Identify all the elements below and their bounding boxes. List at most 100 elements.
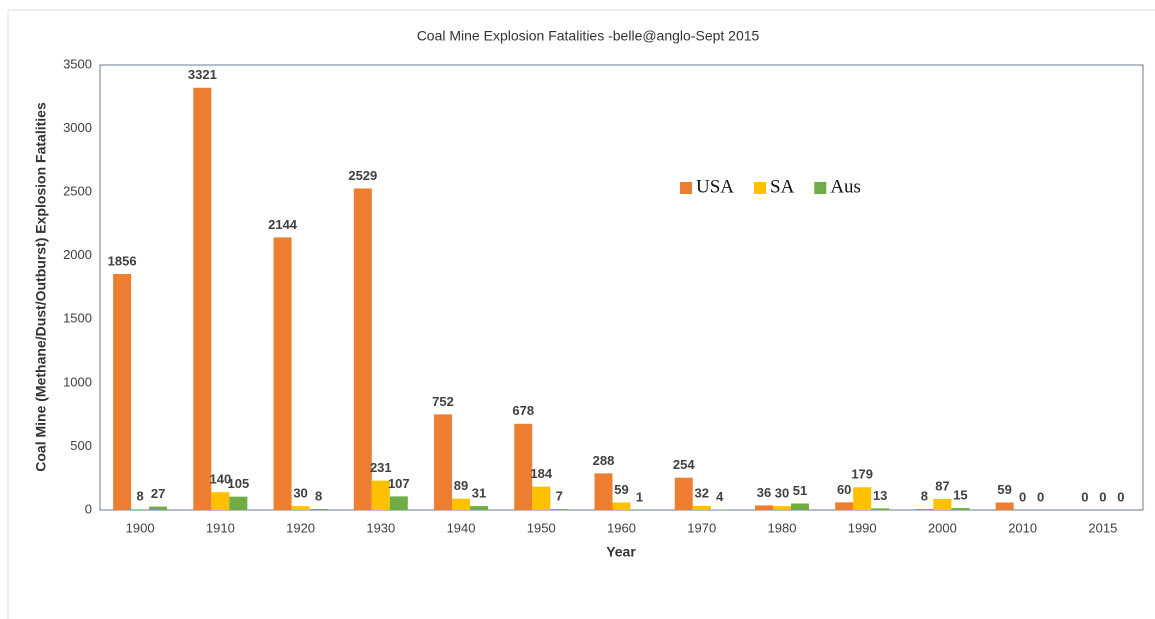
data-label: 254 — [673, 457, 695, 472]
bar — [389, 496, 408, 510]
bar — [933, 498, 952, 510]
legend-swatch — [814, 182, 827, 194]
data-label: 8 — [136, 488, 143, 503]
data-label: 59 — [997, 482, 1011, 497]
data-label: 31 — [472, 485, 486, 500]
data-label: 0 — [1037, 489, 1044, 504]
data-label: 4 — [716, 489, 724, 504]
x-tick-label: 2000 — [928, 520, 957, 535]
x-axis-title: Year — [606, 544, 636, 560]
x-tick-label: 1980 — [768, 520, 797, 535]
x-tick-label: 1900 — [126, 520, 155, 535]
data-label: 0 — [1099, 489, 1106, 504]
data-label: 231 — [370, 460, 392, 475]
y-tick-label: 2000 — [63, 247, 92, 262]
bar — [853, 487, 872, 510]
y-tick-label: 1000 — [63, 374, 92, 389]
y-tick-label: 500 — [70, 438, 92, 453]
y-tick-label: 0 — [85, 501, 92, 516]
x-tick-label: 1970 — [687, 520, 716, 535]
data-label: 140 — [209, 472, 231, 487]
y-tick-label: 3000 — [63, 120, 92, 135]
x-tick-label: 1920 — [286, 520, 315, 535]
x-tick-label: 1990 — [848, 520, 877, 535]
data-label: 8 — [315, 488, 322, 503]
bar — [452, 498, 471, 510]
bar — [211, 492, 230, 510]
data-label: 0 — [1117, 489, 1124, 504]
x-tick-label: 1940 — [447, 520, 476, 535]
data-label: 3321 — [188, 67, 217, 82]
bar — [674, 477, 693, 510]
data-label: 1 — [636, 489, 643, 504]
bar — [550, 509, 569, 510]
x-tick-label: 2015 — [1088, 520, 1117, 535]
bar — [131, 508, 150, 510]
bar — [353, 188, 372, 510]
x-tick-label: 1910 — [206, 520, 235, 535]
bar — [193, 87, 212, 510]
bar — [871, 508, 890, 510]
data-label: 0 — [1081, 489, 1088, 504]
data-label: 36 — [757, 485, 771, 500]
x-tick-label: 1930 — [366, 520, 395, 535]
data-label: 87 — [935, 478, 949, 493]
data-label: 2529 — [348, 168, 377, 183]
bar — [532, 486, 551, 510]
bar — [594, 473, 613, 510]
data-label: 32 — [694, 485, 708, 500]
data-label: 59 — [614, 482, 628, 497]
data-label: 15 — [953, 488, 967, 503]
x-tick-label: 1950 — [527, 520, 556, 535]
bar — [371, 480, 390, 510]
bar — [309, 508, 328, 510]
bar — [273, 237, 292, 511]
y-tick-label: 1500 — [63, 311, 92, 326]
data-label: 752 — [432, 394, 454, 409]
data-label: 51 — [793, 483, 807, 498]
data-label: 8 — [921, 488, 928, 503]
bar — [710, 509, 729, 510]
legend-label: USA — [696, 176, 734, 197]
data-label: 89 — [454, 478, 468, 493]
bar — [229, 496, 248, 510]
legend-label: SA — [770, 176, 795, 197]
bar — [113, 274, 132, 510]
bar — [754, 505, 773, 510]
data-label: 2144 — [268, 217, 298, 232]
bar — [692, 505, 711, 510]
bar — [514, 423, 533, 510]
data-label: 105 — [227, 476, 249, 491]
y-tick-label: 3500 — [63, 56, 92, 71]
data-label: 107 — [388, 476, 410, 491]
bar — [995, 502, 1014, 510]
data-label: 30 — [775, 486, 789, 501]
data-label: 1856 — [108, 253, 137, 268]
data-label: 30 — [293, 486, 307, 501]
plot-area — [99, 64, 1144, 511]
bar — [915, 508, 934, 510]
legend-swatch — [754, 182, 767, 194]
data-label: 288 — [593, 453, 615, 468]
bar — [951, 508, 970, 510]
data-label: 60 — [837, 482, 851, 497]
x-tick-label: 2010 — [1008, 520, 1037, 535]
x-tick-label: 1960 — [607, 520, 636, 535]
legend-label: Aus — [830, 176, 861, 197]
data-label: 7 — [556, 489, 563, 504]
chart-title: Coal Mine Explosion Fatalities -belle@an… — [417, 28, 760, 44]
bar — [772, 506, 791, 510]
data-label: 13 — [873, 488, 887, 503]
bar — [612, 502, 631, 510]
bar — [790, 503, 809, 510]
data-label: 179 — [851, 467, 873, 482]
data-label: 0 — [1019, 489, 1026, 504]
bar — [149, 506, 168, 510]
data-label: 184 — [530, 466, 552, 481]
bar — [434, 414, 453, 510]
legend-swatch — [680, 182, 692, 194]
bar — [470, 506, 489, 510]
bar — [291, 506, 310, 510]
y-tick-label: 2500 — [63, 184, 92, 199]
